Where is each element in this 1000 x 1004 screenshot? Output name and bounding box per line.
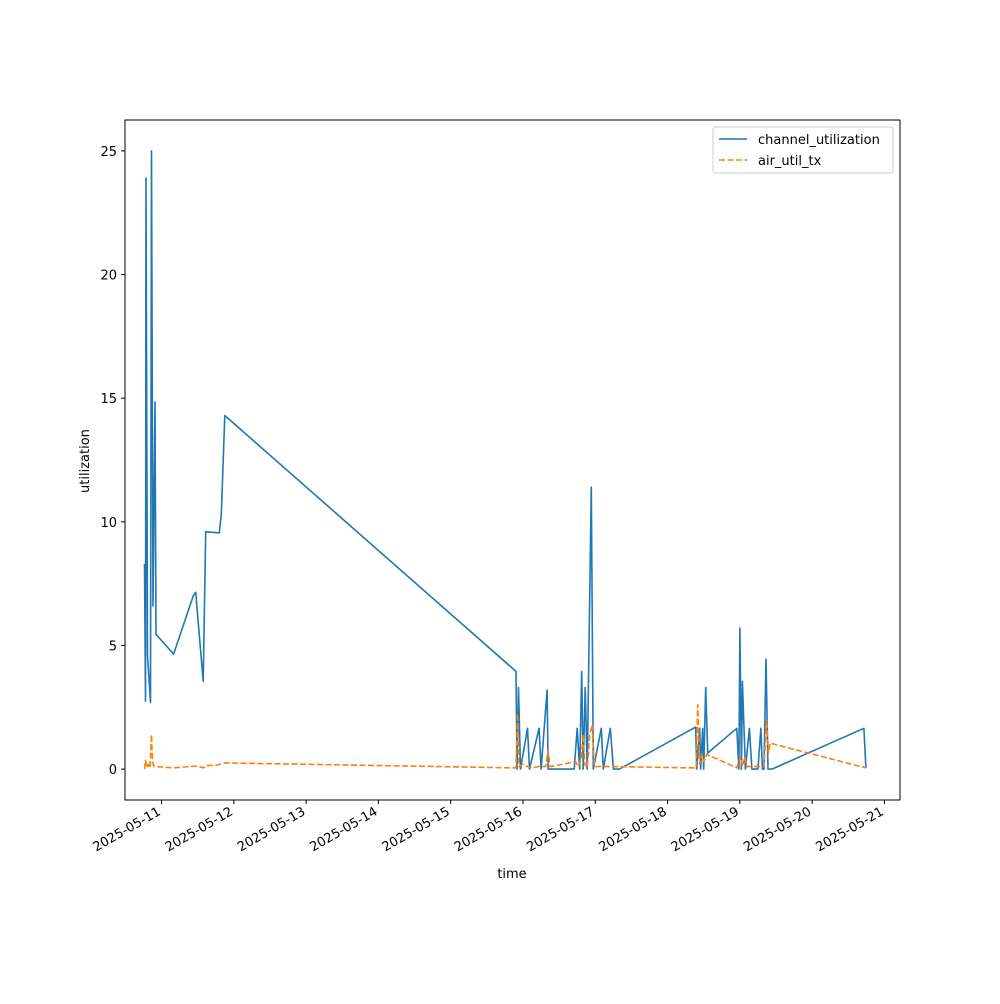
y-tick-label: 0 (109, 763, 117, 778)
series-layer (143, 150, 867, 770)
x-tick-label: 2025-05-12 (163, 804, 236, 855)
plot-area-frame (124, 119, 901, 801)
y-tick-label: 15 (100, 392, 117, 407)
y-tick-label: 25 (100, 145, 117, 160)
x-tick-label: 2025-05-16 (452, 804, 525, 855)
x-axis-label: time (497, 867, 526, 882)
x-tick-label: 2025-05-21 (813, 804, 886, 855)
y-tick-label: 5 (109, 639, 117, 654)
series-line-channel-utilization (143, 150, 867, 770)
legend-box (712, 126, 894, 174)
y-axis-ticks: 0 5 10 15 20 25 (100, 145, 125, 778)
x-tick-label: 2025-05-19 (669, 804, 742, 855)
x-tick-label: 2025-05-20 (741, 804, 814, 855)
x-tick-label: 2025-05-17 (524, 804, 597, 855)
x-tick-label: 2025-05-14 (307, 804, 380, 855)
legend-label-channel-utilization: channel_utilization (758, 133, 880, 148)
legend-label-air-util-tx: air_util_tx (758, 154, 822, 169)
x-tick-label: 2025-05-13 (235, 804, 308, 855)
series-line-air-util-tx (143, 703, 867, 770)
x-tick-label: 2025-05-11 (91, 804, 164, 855)
chart-legend: channel_utilization air_util_tx (712, 126, 894, 174)
x-axis-ticks: 2025-05-11 2025-05-12 2025-05-13 2025-05-14… (91, 800, 886, 855)
y-tick-label: 10 (100, 516, 117, 531)
y-tick-label: 20 (100, 269, 117, 284)
x-tick-label: 2025-05-15 (380, 804, 453, 855)
x-tick-label: 2025-05-18 (597, 804, 670, 855)
y-axis-label: utilization (78, 429, 93, 493)
